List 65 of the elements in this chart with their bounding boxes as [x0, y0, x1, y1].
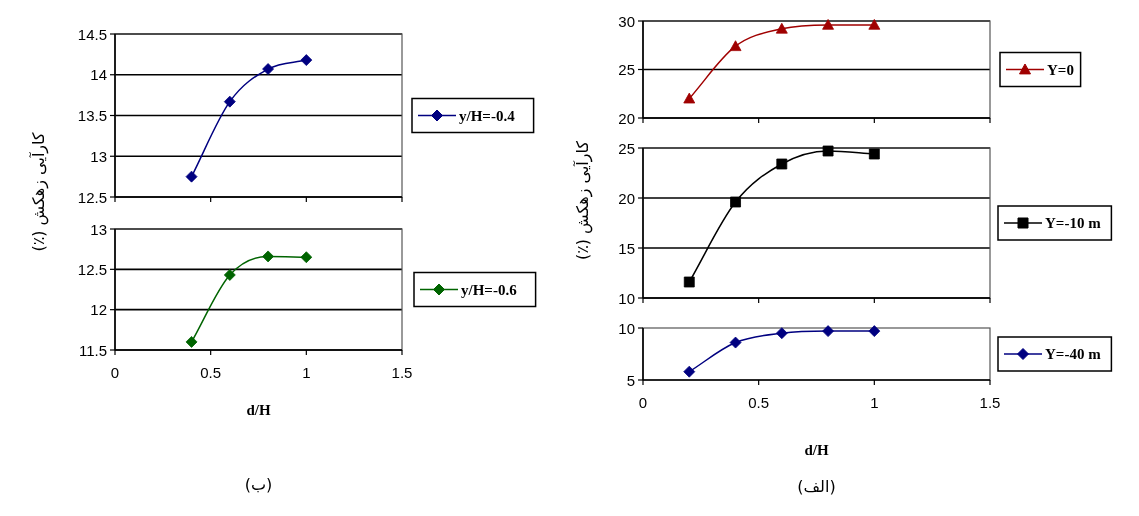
legend-label: y/H=-0.4 [459, 107, 516, 124]
legend-label: Y=0 [1047, 61, 1074, 78]
x-tick-label: 1 [302, 364, 311, 381]
legend: Y=0 [999, 51, 1082, 88]
text: (الف) [797, 477, 836, 496]
y-tick-label: 12 [90, 301, 107, 319]
y-tick-label: 13 [90, 147, 107, 165]
y-tick-label: 30 [618, 12, 635, 30]
y-tick-label: 25 [618, 61, 635, 78]
x-tick-label: 1 [870, 394, 879, 411]
point [730, 196, 741, 208]
x-tick-label: 0 [110, 364, 120, 381]
legend: Y=-10 m [997, 205, 1113, 241]
x-tick-label: 0 [638, 394, 648, 411]
point [262, 63, 274, 75]
text: (ب) [244, 475, 273, 494]
point [185, 170, 198, 183]
y-tick-label: 11.5 [78, 341, 107, 359]
point [300, 54, 313, 66]
point [729, 40, 742, 52]
point [775, 327, 788, 340]
y-tick-label: 10 [618, 289, 635, 307]
x-tick-label: 1.5 [391, 364, 413, 381]
point [683, 365, 696, 378]
x-tick-label: 0.5 [748, 394, 770, 411]
x-tick-label: 0.5 [200, 364, 222, 381]
y-tick-label: 13 [90, 220, 107, 238]
y-tick-label: 5 [626, 371, 635, 389]
x-tick-label: 1.5 [979, 394, 1001, 411]
legend-label: Y=-40 m [1045, 346, 1102, 362]
y-tick-label: 15 [618, 239, 635, 257]
legend: y/H=-0.6 [413, 271, 537, 308]
point [868, 148, 880, 160]
point [683, 276, 695, 288]
y-tick-label: 20 [618, 189, 635, 207]
point [223, 95, 236, 108]
point [300, 251, 313, 264]
y-axis-title: کارآیی زهکش (٪) [572, 140, 593, 261]
legend: Y=-40 m [997, 336, 1113, 372]
point [868, 325, 881, 338]
y-tick-label: 14.5 [77, 25, 107, 43]
legend-label: Y=-10 m [1045, 215, 1102, 231]
point [683, 92, 696, 104]
point [822, 18, 834, 30]
legend-label: y/H=-0.6 [461, 281, 518, 298]
point [822, 325, 834, 338]
x-axis-title: d/H [804, 442, 829, 458]
point [262, 250, 274, 263]
y-axis-title: کارآیی زهکش (٪) [28, 132, 49, 252]
point [776, 158, 788, 170]
point [822, 145, 834, 157]
y-tick-label: 12.5 [77, 260, 107, 278]
y-tick-label: 12.5 [77, 188, 107, 206]
point [868, 18, 881, 30]
y-tick-label: 10 [618, 319, 635, 337]
y-tick-label: 14 [90, 66, 107, 84]
point [775, 22, 788, 34]
point [185, 336, 198, 348]
y-tick-label: 20 [618, 109, 635, 127]
legend: y/H=-0.4 [411, 97, 535, 134]
y-tick-label: 13.5 [77, 107, 107, 124]
point [729, 336, 742, 349]
point [223, 269, 236, 281]
y-tick-label: 25 [618, 139, 635, 157]
x-axis-title: d/H [246, 402, 271, 418]
